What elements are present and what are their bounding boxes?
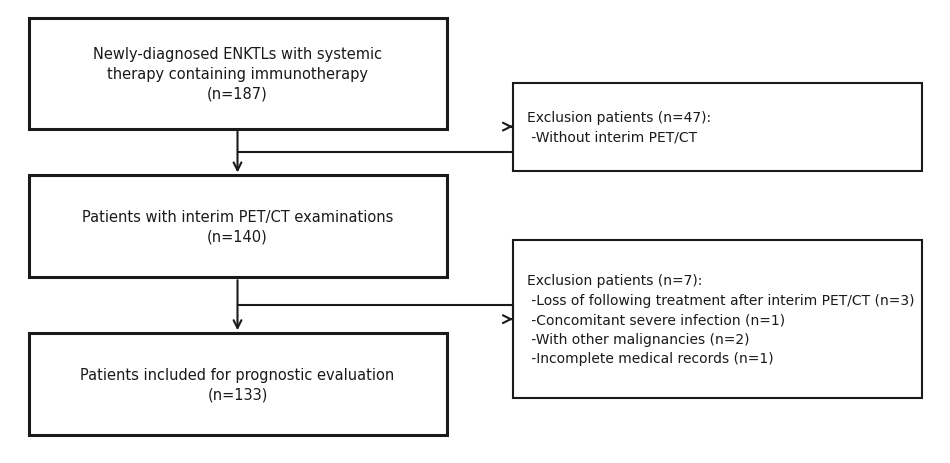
Text: Patients with interim PET/CT examinations: Patients with interim PET/CT examination… (82, 210, 393, 225)
Text: -Without interim PET/CT: -Without interim PET/CT (527, 130, 697, 144)
Text: (n=187): (n=187) (207, 86, 268, 101)
FancyBboxPatch shape (28, 19, 446, 130)
Text: -Incomplete medical records (n=1): -Incomplete medical records (n=1) (527, 351, 774, 365)
Text: (n=133): (n=133) (207, 387, 268, 401)
FancyBboxPatch shape (513, 241, 922, 398)
Text: Exclusion patients (n=47):: Exclusion patients (n=47): (527, 111, 712, 125)
Text: -With other malignancies (n=2): -With other malignancies (n=2) (527, 332, 750, 346)
Text: -Loss of following treatment after interim PET/CT (n=3): -Loss of following treatment after inter… (527, 293, 915, 307)
Text: therapy containing immunotherapy: therapy containing immunotherapy (107, 67, 368, 81)
FancyBboxPatch shape (28, 176, 446, 278)
Text: -Concomitant severe infection (n=1): -Concomitant severe infection (n=1) (527, 313, 786, 326)
Text: Newly-diagnosed ENKTLs with systemic: Newly-diagnosed ENKTLs with systemic (93, 47, 382, 62)
FancyBboxPatch shape (513, 83, 922, 171)
Text: (n=140): (n=140) (207, 229, 268, 244)
Text: Patients included for prognostic evaluation: Patients included for prognostic evaluat… (81, 367, 394, 382)
FancyBboxPatch shape (28, 333, 446, 435)
Text: Exclusion patients (n=7):: Exclusion patients (n=7): (527, 274, 703, 288)
